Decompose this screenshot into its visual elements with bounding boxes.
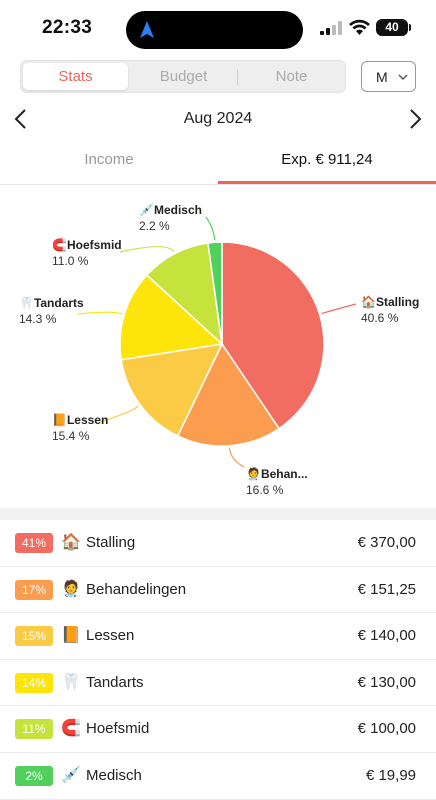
- status-bar: 22:33 40: [0, 0, 436, 56]
- category-row[interactable]: 15% 📙 Lessen € 140,00: [0, 613, 436, 660]
- percent-badge: 17%: [15, 579, 53, 600]
- category-amount: € 19,99: [365, 766, 416, 784]
- pie-slice-behandelingen[interactable]: [176, 342, 281, 447]
- category-icon: 🧲: [61, 720, 81, 738]
- category-row[interactable]: 41% 🏠 Stalling € 370,00: [0, 520, 436, 567]
- category-name: Medisch: [86, 766, 142, 784]
- pie-slice-lessen[interactable]: [120, 343, 224, 437]
- battery-level: 40: [385, 20, 399, 34]
- period-value: M: [376, 69, 388, 85]
- category-amount: € 140,00: [357, 627, 416, 645]
- pie-label-tandarts: 🦷Tandarts: [19, 296, 84, 310]
- category-list: 41% 🏠 Stalling € 370,00 17% 🧑‍⚕️ Behandelingen…: [0, 520, 436, 800]
- category-name: Tandarts: [86, 673, 144, 691]
- clock: 22:33: [42, 17, 93, 38]
- percent-badge: 11%: [15, 719, 53, 740]
- active-tab-indicator: [218, 181, 436, 184]
- percent-badge: 14%: [15, 672, 53, 693]
- category-name: Stalling: [86, 534, 136, 551]
- section-gap: [0, 508, 436, 520]
- pie-label-lessen: 📙Lessen: [52, 413, 108, 427]
- leader-line-medisch: [205, 216, 216, 241]
- leader-line-stalling: [321, 303, 357, 315]
- percent-badge: 15%: [15, 626, 53, 647]
- previous-month-button[interactable]: [12, 108, 30, 130]
- pie-slice-medisch[interactable]: [207, 241, 223, 345]
- category-row[interactable]: 14% 🦷 Tandarts € 130,00: [0, 660, 436, 707]
- pie-label-stalling: 🏠Stalling: [361, 295, 419, 309]
- category-icon: 🦷: [61, 673, 81, 691]
- leader-line-lessen: [99, 405, 139, 423]
- category-icon: 📙: [61, 627, 81, 645]
- pie-slice-hoefsmid[interactable]: [145, 242, 224, 346]
- tab-income[interactable]: Income: [84, 151, 134, 168]
- pie-percent-stalling: 40.6 %: [361, 311, 399, 325]
- segment-note[interactable]: Note: [275, 68, 308, 85]
- category-name: Hoefsmid: [86, 720, 150, 738]
- dynamic-island: [126, 11, 303, 49]
- category-amount: € 100,00: [357, 720, 416, 738]
- percent-badge: 41%: [15, 533, 53, 553]
- pie-percent-lessen: 15.4 %: [52, 429, 90, 443]
- segment-budget[interactable]: Budget: [159, 68, 208, 85]
- segment-divider: [237, 69, 238, 85]
- battery-icon: 40: [376, 19, 411, 36]
- category-name: Lessen: [86, 627, 135, 645]
- navigation-arrow-icon: [140, 21, 154, 38]
- pie-percent-medisch: 2.2 %: [139, 219, 170, 233]
- view-segmented-control: Stats Budget Note: [20, 60, 346, 93]
- chevron-down-icon: [398, 74, 408, 80]
- percent-badge: 2%: [15, 765, 53, 786]
- pie-label-behandelingen: 🧑‍⚕️Behan...: [246, 466, 308, 481]
- leader-line-behandelingen: [228, 447, 245, 468]
- pie-percent-hoefsmid: 11.0 %: [52, 254, 89, 268]
- pie-label-medisch: 💉Medisch: [139, 203, 202, 217]
- category-row[interactable]: 2% 💉 Medisch € 19,99: [0, 753, 436, 800]
- category-row[interactable]: 17% 🧑‍⚕️ Behandelingen € 151,25: [0, 567, 436, 614]
- pie-slice-tandarts[interactable]: [119, 273, 224, 361]
- pie-slice-stalling[interactable]: [221, 241, 325, 430]
- period-select[interactable]: M: [361, 61, 416, 92]
- pie-label-hoefsmid: 🧲Hoefsmid: [52, 238, 122, 252]
- month-label: Aug 2024: [183, 110, 253, 127]
- segment-stats[interactable]: Stats: [23, 63, 128, 90]
- next-month-button[interactable]: [406, 108, 424, 130]
- category-name: Behandelingen: [86, 580, 187, 598]
- category-amount: € 151,25: [357, 580, 416, 598]
- wifi-icon: [349, 19, 370, 35]
- category-icon: 🏠: [61, 534, 81, 551]
- tab-expense[interactable]: Exp. € 911,24: [281, 151, 373, 168]
- cellular-signal-icon: [320, 21, 342, 35]
- category-amount: € 130,00: [357, 673, 416, 691]
- leader-line-tandarts: [77, 311, 123, 315]
- tab-divider: [0, 184, 436, 185]
- pie-percent-tandarts: 14.3 %: [19, 312, 57, 326]
- pie-chart-svg: 🏠Stalling 40.6 % 🧑‍⚕️Behan... 16.6 % 📙Lessen…: [19, 203, 419, 497]
- pie-percent-behandelingen: 16.6 %: [246, 483, 284, 497]
- pie-chart: 🏠Stalling 40.6 % 🧑‍⚕️Behan... 16.6 % 📙Lessen…: [0, 186, 436, 508]
- category-row[interactable]: 11% 🧲 Hoefsmid € 100,00: [0, 706, 436, 753]
- leader-line-hoefsmid: [119, 246, 175, 253]
- category-icon: 💉: [61, 766, 81, 784]
- category-amount: € 370,00: [357, 534, 416, 551]
- category-icon: 🧑‍⚕️: [61, 580, 81, 598]
